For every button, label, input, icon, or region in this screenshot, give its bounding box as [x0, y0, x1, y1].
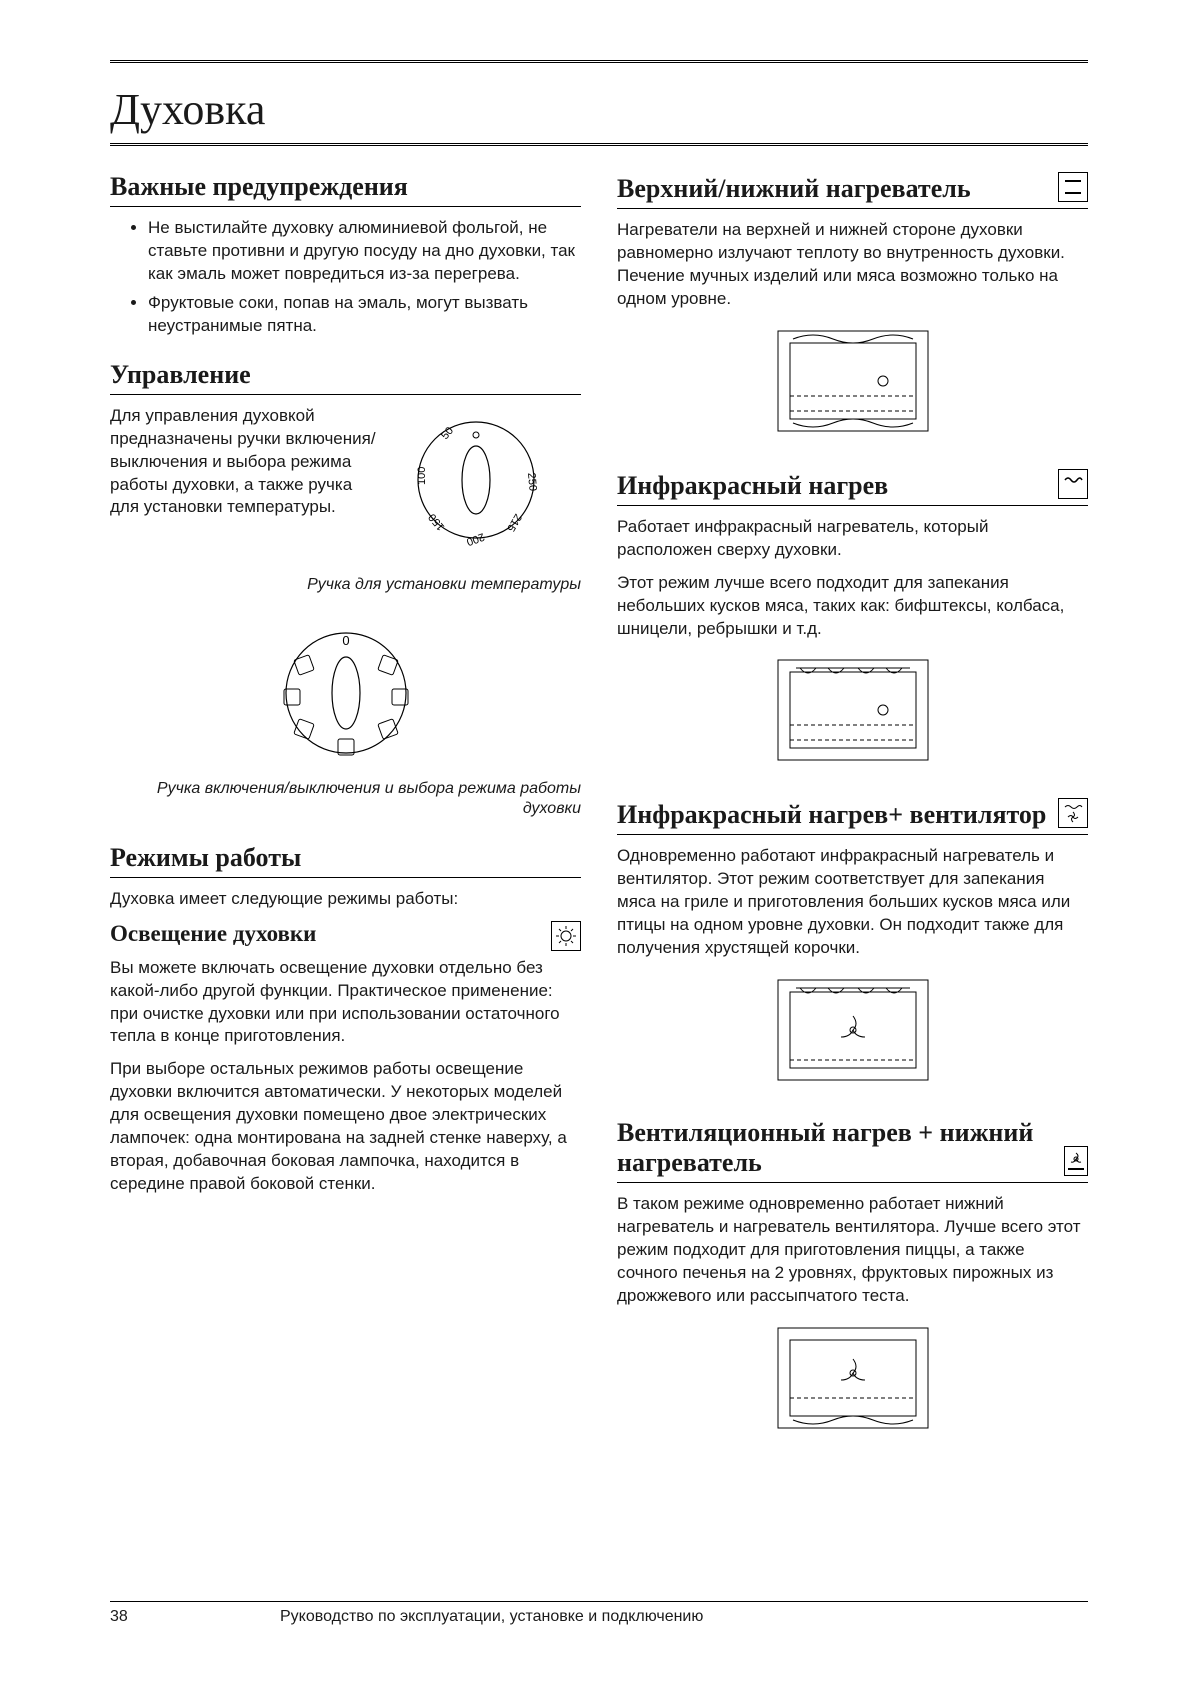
ir-icon: [1058, 469, 1088, 499]
svg-text:0: 0: [342, 633, 349, 648]
control-paragraph: Для управления духовкой предназначены ру…: [110, 405, 385, 520]
ventbot-text: В таком режиме одновременно работает ниж…: [617, 1193, 1088, 1308]
oven-irfan-diagram: [768, 970, 938, 1090]
page-footer: 38 Руководство по эксплуатации, установк…: [110, 1601, 1088, 1626]
temp-dial-icon: 50 100 150 200 215 250: [401, 405, 551, 555]
mode-dial-icon: 0: [266, 613, 426, 773]
two-columns: Важные предупреждения Не выстилайте духо…: [110, 172, 1088, 1466]
light-heading: Освещение духовки: [110, 921, 581, 951]
warnings-heading: Важные предупреждения: [110, 172, 581, 207]
ir-heading-text: Инфракрасный нагрев: [617, 471, 888, 501]
irfan-heading-text: Инфракрасный нагрев+ вентилятор: [617, 800, 1046, 830]
modes-heading-text: Режимы работы: [110, 843, 301, 873]
modes-intro: Духовка имеет следующие режимы работы:: [110, 888, 581, 911]
oven-topbot-diagram: [768, 321, 938, 441]
light-icon: [551, 921, 581, 951]
svg-text:50: 50: [439, 425, 456, 442]
control-text-block: Для управления духовкой предназначены ру…: [110, 405, 385, 555]
light-text-2: При выборе остальных режимов работы осве…: [110, 1058, 581, 1196]
mode-dial-block: 0: [110, 613, 581, 773]
control-heading: Управление: [110, 360, 581, 395]
irfan-text: Одновременно работают инфракрасный нагре…: [617, 845, 1088, 960]
temp-dial-figure: 50 100 150 200 215 250: [401, 405, 581, 555]
ir-text-2: Этот режим лучше всего подходит для запе…: [617, 572, 1088, 641]
warnings-heading-text: Важные предупреждения: [110, 172, 408, 202]
manual-page: Духовка Важные предупреждения Не выстила…: [0, 0, 1198, 1684]
footer-text: Руководство по эксплуатации, установке и…: [270, 1608, 1088, 1626]
control-heading-text: Управление: [110, 360, 251, 390]
warning-item: Фруктовые соки, попав на эмаль, могут вы…: [148, 292, 581, 338]
irfan-heading: Инфракрасный нагрев+ вентилятор: [617, 798, 1088, 835]
svg-text:100: 100: [416, 466, 428, 484]
oven-ventbot-diagram: [768, 1318, 938, 1438]
oven-ir-diagram: [768, 650, 938, 770]
warning-item: Не выстилайте духовку алюминиевой фольго…: [148, 217, 581, 286]
ventbot-icon: [1064, 1146, 1088, 1176]
topbot-heading-text: Верхний/нижний нагреватель: [617, 174, 971, 204]
warnings-list: Не выстилайте духовку алюминиевой фольго…: [110, 217, 581, 338]
top-rule: [110, 60, 1088, 66]
page-title: Духовка: [110, 84, 1088, 146]
ir-heading: Инфракрасный нагрев: [617, 469, 1088, 506]
irfan-icon: [1058, 798, 1088, 828]
svg-text:250: 250: [525, 472, 539, 491]
mode-dial-caption: Ручка включения/выключения и выбора режи…: [110, 779, 581, 819]
ir-text-1: Работает инфракрасный нагреватель, котор…: [617, 516, 1088, 562]
page-number: 38: [110, 1608, 270, 1626]
topbot-heading: Верхний/нижний нагреватель: [617, 172, 1088, 209]
temp-dial-caption: Ручка для установки температуры: [110, 575, 581, 595]
left-column: Важные предупреждения Не выстилайте духо…: [110, 172, 581, 1466]
ventbot-heading-text: Вентиляционный нагрев + нижний нагревате…: [617, 1118, 1064, 1178]
right-column: Верхний/нижний нагреватель Нагреватели н…: [617, 172, 1088, 1466]
modes-heading: Режимы работы: [110, 843, 581, 878]
control-row: Для управления духовкой предназначены ру…: [110, 405, 581, 555]
svg-text:215: 215: [504, 511, 524, 533]
topbot-text: Нагреватели на верхней и нижней стороне …: [617, 219, 1088, 311]
svg-text:200: 200: [465, 530, 486, 548]
topbot-icon: [1058, 172, 1088, 202]
light-text-1: Вы можете включать освещение духовки отд…: [110, 957, 581, 1049]
light-heading-text: Освещение духовки: [110, 921, 316, 947]
ventbot-heading: Вентиляционный нагрев + нижний нагревате…: [617, 1118, 1088, 1183]
